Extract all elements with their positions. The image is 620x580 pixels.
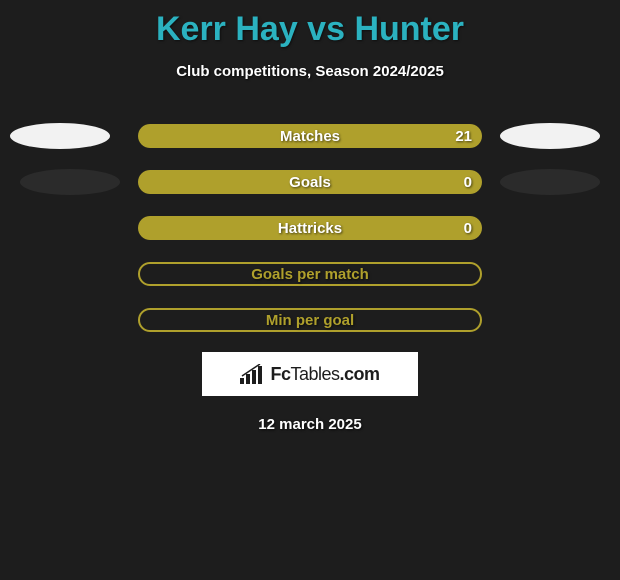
logo-brand-fc: Fc [270,364,290,384]
fctables-logo: FcTables.com [240,364,379,385]
stat-label: Matches [280,128,340,145]
page-title: Kerr Hay vs Hunter [0,0,620,49]
stat-pill: Goals 0 [138,170,482,194]
stat-row-matches: Matches 21 [0,124,620,148]
stat-pill: Hattricks 0 [138,216,482,240]
stat-label: Goals per match [251,266,369,283]
stat-row-gpm: Goals per match [0,262,620,286]
stat-pill: Matches 21 [138,124,482,148]
logo-brand-com: .com [340,364,380,384]
stat-label: Hattricks [278,220,342,237]
stats-container: Matches 21 Goals 0 Hattricks 0 Goals per… [0,124,620,332]
date-label: 12 march 2025 [0,416,620,433]
logo-brand-tables: Tables [290,364,339,384]
left-ellipse-icon [20,169,120,195]
left-ellipse-icon [10,123,110,149]
chart-icon [240,364,266,384]
stat-pill: Min per goal [138,308,482,332]
logo-text: FcTables.com [270,364,379,385]
stat-label: Goals [289,174,331,191]
subtitle: Club competitions, Season 2024/2025 [0,63,620,80]
stat-row-hattricks: Hattricks 0 [0,216,620,240]
stat-row-goals: Goals 0 [0,170,620,194]
stat-value: 0 [464,174,472,191]
right-ellipse-icon [500,169,600,195]
stat-row-mpg: Min per goal [0,308,620,332]
stat-label: Min per goal [266,312,354,329]
stat-value: 0 [464,220,472,237]
stat-value: 21 [455,128,472,145]
stat-pill: Goals per match [138,262,482,286]
logo-box: FcTables.com [202,352,418,396]
right-ellipse-icon [500,123,600,149]
